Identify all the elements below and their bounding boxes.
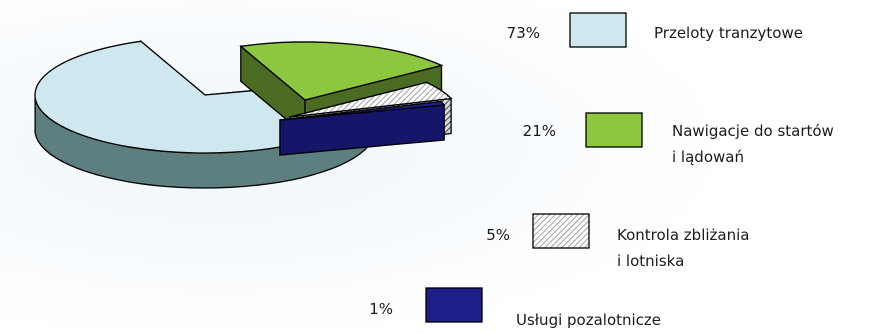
legend-swatch-3 [532, 213, 590, 249]
legend-item-1: 73% Przeloty tranzytowe [507, 12, 803, 48]
pie-slice-top-4 [279, 100, 446, 121]
legend: 73% Przeloty tranzytowe 21% Nawigacje do st… [369, 12, 834, 329]
data-label-2: 21% [523, 122, 556, 140]
legend-item-2: 21% Nawigacje do startów i lądowań [523, 112, 834, 166]
legend-label-1-1: Przeloty tranzytowe [654, 24, 803, 42]
legend-label-3-2: i lotniska [617, 252, 684, 270]
legend-item-4: 1% Usługi pozalotnicze [369, 287, 661, 329]
legend-swatch-4 [425, 287, 483, 323]
legend-item-3: 5% Kontrola zbliżania i lotniska [486, 213, 749, 270]
pie-slice-top-3 [289, 81, 453, 118]
data-label-4: 1% [369, 300, 393, 318]
pie-slice-top-2 [239, 41, 444, 101]
legend-label-2-1: Nawigacje do startów [672, 122, 834, 140]
legend-label-2-2: i lądowań [672, 148, 744, 166]
pie-group [34, 39, 453, 189]
legend-swatch-2 [585, 112, 643, 148]
legend-swatch-1 [569, 12, 627, 48]
data-label-3: 5% [486, 226, 510, 244]
legend-label-3-1: Kontrola zbliżania [617, 226, 749, 244]
legend-label-4-1: Usługi pozalotnicze [516, 311, 661, 329]
data-label-1: 73% [507, 24, 540, 42]
pie-slice-4 [279, 100, 446, 156]
